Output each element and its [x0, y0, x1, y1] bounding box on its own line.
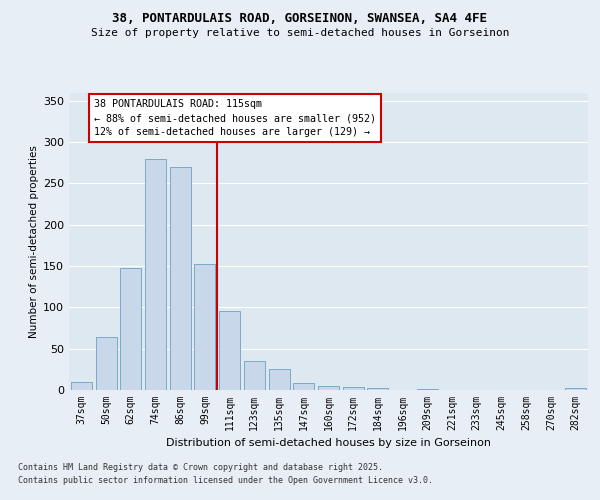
Text: 38, PONTARDULAIS ROAD, GORSEINON, SWANSEA, SA4 4FE: 38, PONTARDULAIS ROAD, GORSEINON, SWANSE… — [113, 12, 487, 26]
Text: Size of property relative to semi-detached houses in Gorseinon: Size of property relative to semi-detach… — [91, 28, 509, 38]
Bar — [318, 386, 339, 390]
Bar — [170, 167, 191, 390]
Bar — [71, 382, 92, 390]
Text: Contains HM Land Registry data © Crown copyright and database right 2025.: Contains HM Land Registry data © Crown c… — [18, 462, 383, 471]
Text: 38 PONTARDULAIS ROAD: 115sqm
← 88% of semi-detached houses are smaller (952)
12%: 38 PONTARDULAIS ROAD: 115sqm ← 88% of se… — [94, 99, 376, 137]
Bar — [343, 386, 364, 390]
Bar — [219, 312, 240, 390]
Y-axis label: Number of semi-detached properties: Number of semi-detached properties — [29, 145, 39, 338]
Bar — [417, 389, 438, 390]
Bar — [269, 370, 290, 390]
Bar — [194, 264, 215, 390]
Bar — [145, 158, 166, 390]
Bar — [565, 388, 586, 390]
X-axis label: Distribution of semi-detached houses by size in Gorseinon: Distribution of semi-detached houses by … — [166, 438, 491, 448]
Bar — [293, 382, 314, 390]
Bar — [244, 361, 265, 390]
Bar — [95, 337, 116, 390]
Bar — [367, 388, 388, 390]
Text: Contains public sector information licensed under the Open Government Licence v3: Contains public sector information licen… — [18, 476, 433, 485]
Bar — [120, 268, 141, 390]
